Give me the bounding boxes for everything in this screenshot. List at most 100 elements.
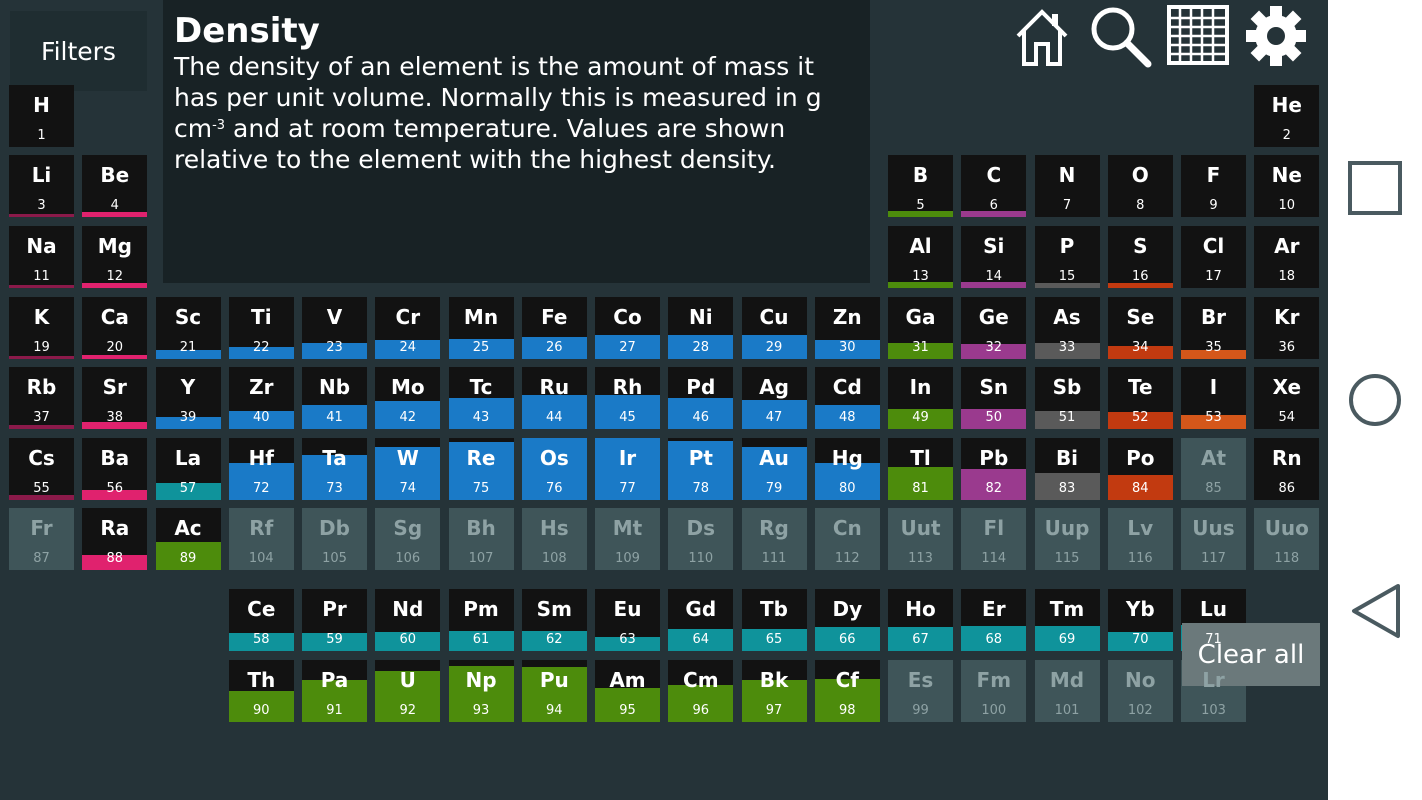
element-cell-lu[interactable]: Lu 71: [1181, 589, 1246, 651]
element-cell-s[interactable]: S 16: [1107, 226, 1173, 288]
element-cell-hf[interactable]: Hf 72: [228, 438, 294, 500]
element-cell-se[interactable]: Se 34: [1107, 297, 1173, 359]
element-cell-cm[interactable]: Cm 96: [668, 660, 734, 722]
element-cell-cu[interactable]: Cu 29: [741, 297, 807, 359]
element-cell-br[interactable]: Br 35: [1181, 297, 1246, 359]
element-cell-lv[interactable]: Lv 116: [1107, 508, 1173, 570]
element-cell-ce[interactable]: Ce 58: [228, 589, 294, 651]
element-cell-ir[interactable]: Ir 77: [595, 438, 660, 500]
element-cell-pa[interactable]: Pa 91: [302, 660, 367, 722]
element-cell-os[interactable]: Os 76: [521, 438, 587, 500]
element-cell-v[interactable]: V 23: [302, 297, 367, 359]
element-cell-ge[interactable]: Ge 32: [961, 297, 1027, 359]
element-cell-bi[interactable]: Bi 83: [1034, 438, 1100, 500]
element-cell-fe[interactable]: Fe 26: [521, 297, 587, 359]
element-cell-pu[interactable]: Pu 94: [521, 660, 587, 722]
element-cell-mg[interactable]: Mg 12: [82, 226, 148, 288]
element-cell-al[interactable]: Al 13: [888, 226, 953, 288]
element-cell-ti[interactable]: Ti 22: [228, 297, 294, 359]
element-cell-cl[interactable]: Cl 17: [1181, 226, 1246, 288]
circle-icon[interactable]: [1328, 360, 1422, 440]
element-cell-si[interactable]: Si 14: [961, 226, 1027, 288]
element-cell-uus[interactable]: Uus 117: [1181, 508, 1246, 570]
element-cell-ar[interactable]: Ar 18: [1254, 226, 1320, 288]
element-cell-p[interactable]: P 15: [1034, 226, 1100, 288]
element-cell-mo[interactable]: Mo 42: [375, 367, 441, 429]
element-cell-yb[interactable]: Yb 70: [1107, 589, 1173, 651]
element-cell-rn[interactable]: Rn 86: [1254, 438, 1320, 500]
element-cell-na[interactable]: Na 11: [9, 226, 74, 288]
element-cell-cf[interactable]: Cf 98: [814, 660, 880, 722]
element-cell-hg[interactable]: Hg 80: [814, 438, 880, 500]
element-cell-he[interactable]: He 2: [1254, 85, 1320, 147]
element-cell-ds[interactable]: Ds 110: [668, 508, 734, 570]
element-cell-md[interactable]: Md 101: [1034, 660, 1100, 722]
element-cell-co[interactable]: Co 27: [595, 297, 660, 359]
element-cell-re[interactable]: Re 75: [448, 438, 514, 500]
element-cell-w[interactable]: W 74: [375, 438, 441, 500]
square-icon[interactable]: [1328, 148, 1422, 228]
element-cell-li[interactable]: Li 3: [9, 155, 74, 217]
element-cell-nb[interactable]: Nb 41: [302, 367, 367, 429]
element-cell-pd[interactable]: Pd 46: [668, 367, 734, 429]
element-cell-es[interactable]: Es 99: [888, 660, 953, 722]
element-cell-kr[interactable]: Kr 36: [1254, 297, 1320, 359]
element-cell-fm[interactable]: Fm 100: [961, 660, 1027, 722]
element-cell-ga[interactable]: Ga 31: [888, 297, 953, 359]
grid-icon[interactable]: [1166, 4, 1230, 68]
element-cell-eu[interactable]: Eu 63: [595, 589, 660, 651]
element-cell-uut[interactable]: Uut 113: [888, 508, 953, 570]
element-cell-dy[interactable]: Dy 66: [814, 589, 880, 651]
element-cell-hs[interactable]: Hs 108: [521, 508, 587, 570]
element-cell-xe[interactable]: Xe 54: [1254, 367, 1320, 429]
element-cell-ra[interactable]: Ra 88: [82, 508, 148, 570]
element-cell-as[interactable]: As 33: [1034, 297, 1100, 359]
element-cell-sn[interactable]: Sn 50: [961, 367, 1027, 429]
element-cell-rf[interactable]: Rf 104: [228, 508, 294, 570]
element-cell-cs[interactable]: Cs 55: [9, 438, 74, 500]
element-cell-k[interactable]: K 19: [9, 297, 74, 359]
element-cell-tm[interactable]: Tm 69: [1034, 589, 1100, 651]
element-cell-db[interactable]: Db 105: [302, 508, 367, 570]
element-cell-ba[interactable]: Ba 56: [82, 438, 148, 500]
element-cell-ho[interactable]: Ho 67: [888, 589, 953, 651]
element-cell-nd[interactable]: Nd 60: [375, 589, 441, 651]
element-cell-tc[interactable]: Tc 43: [448, 367, 514, 429]
element-cell-i[interactable]: I 53: [1181, 367, 1246, 429]
element-cell-lr[interactable]: Lr 103: [1181, 660, 1246, 722]
element-cell-cr[interactable]: Cr 24: [375, 297, 441, 359]
element-cell-pm[interactable]: Pm 61: [448, 589, 514, 651]
element-cell-in[interactable]: In 49: [888, 367, 953, 429]
clear-all-button[interactable]: Clear all: [1182, 623, 1320, 686]
element-cell-sr[interactable]: Sr 38: [82, 367, 148, 429]
element-cell-fl[interactable]: Fl 114: [961, 508, 1027, 570]
element-cell-ag[interactable]: Ag 47: [741, 367, 807, 429]
element-cell-no[interactable]: No 102: [1107, 660, 1173, 722]
element-cell-rh[interactable]: Rh 45: [595, 367, 660, 429]
element-cell-fr[interactable]: Fr 87: [9, 508, 74, 570]
element-cell-uup[interactable]: Uup 115: [1034, 508, 1100, 570]
element-cell-at[interactable]: At 85: [1181, 438, 1246, 500]
filters-button[interactable]: Filters: [10, 11, 147, 91]
element-cell-sm[interactable]: Sm 62: [521, 589, 587, 651]
element-cell-cn[interactable]: Cn 112: [814, 508, 880, 570]
element-cell-ac[interactable]: Ac 89: [155, 508, 221, 570]
element-cell-ne[interactable]: Ne 10: [1254, 155, 1320, 217]
element-cell-mt[interactable]: Mt 109: [595, 508, 660, 570]
element-cell-po[interactable]: Po 84: [1107, 438, 1173, 500]
home-icon[interactable]: [1010, 4, 1074, 68]
element-cell-ta[interactable]: Ta 73: [302, 438, 367, 500]
element-cell-zn[interactable]: Zn 30: [814, 297, 880, 359]
gear-icon[interactable]: [1244, 4, 1308, 68]
element-cell-th[interactable]: Th 90: [228, 660, 294, 722]
element-cell-rb[interactable]: Rb 37: [9, 367, 74, 429]
element-cell-te[interactable]: Te 52: [1107, 367, 1173, 429]
element-cell-pr[interactable]: Pr 59: [302, 589, 367, 651]
element-cell-ni[interactable]: Ni 28: [668, 297, 734, 359]
element-cell-la[interactable]: La 57: [155, 438, 221, 500]
element-cell-sb[interactable]: Sb 51: [1034, 367, 1100, 429]
